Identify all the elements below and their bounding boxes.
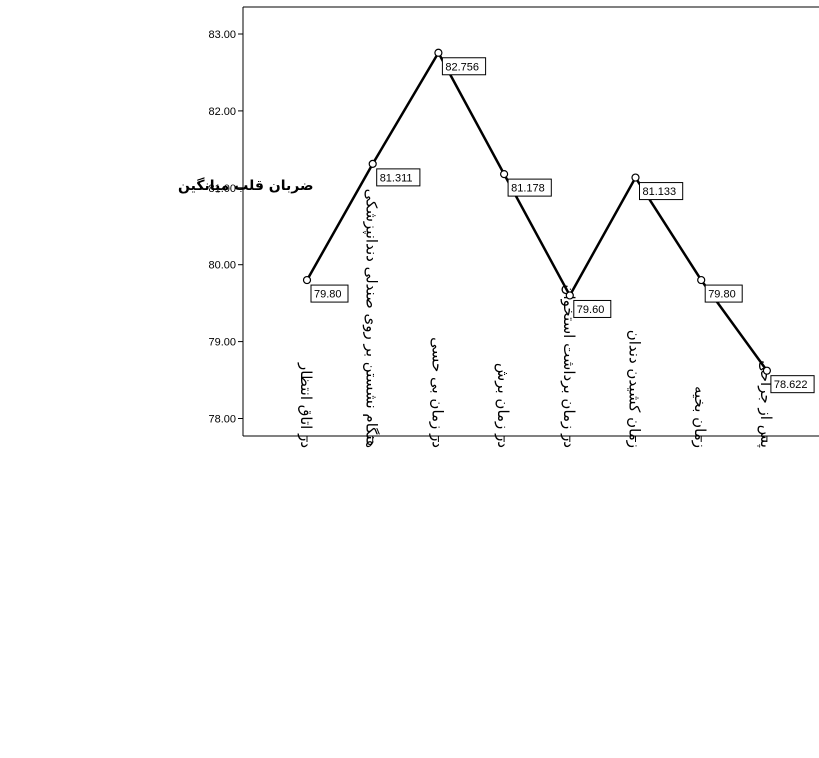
data-label-box [704, 284, 743, 303]
data-label-text: 81.311 [380, 172, 413, 184]
y-ticks: 78.00 79.00 80.00 81.00 82.00 83.00 [208, 29, 243, 426]
y-tick-label: 80.00 [208, 260, 236, 272]
data-label-text: 82.756 [445, 61, 479, 73]
y-tick-label: 81.00 [208, 183, 236, 195]
y-tick-label: 83.00 [208, 29, 236, 41]
x-tick-label: در زمان برداشت استخوان [560, 284, 578, 448]
y-tick-label: 78.00 [208, 414, 236, 426]
data-point [565, 291, 574, 300]
data-label-box [441, 57, 487, 76]
data-label-text: 79.80 [708, 289, 736, 301]
x-ticks: در اتاق انتظار هنگام نشستن بر روی صندلی د… [297, 189, 775, 449]
data-label: 81.311 [376, 168, 421, 187]
data-label: 78.622 [770, 375, 815, 394]
data-label-box [573, 299, 612, 318]
y-tick-label: 79.00 [208, 337, 236, 349]
data-label-box [639, 182, 684, 201]
x-tick-label: هنگام نشستن بر روی صندلی دندانپزشکی [362, 189, 381, 449]
data-point [434, 48, 443, 57]
data-label-box [376, 168, 421, 187]
x-tick-label: زمان بخیه [691, 386, 709, 448]
data-labels: 79.80 81.311 82.756 81.178 79.60 81.133 79.80 7… [310, 57, 815, 394]
x-tick-label: در زمان برش [494, 363, 512, 448]
data-label-text: 79.80 [314, 289, 342, 301]
x-tick-label: زمان کشیدن دندان [626, 330, 644, 448]
data-point [762, 366, 772, 375]
axes [242, 6, 819, 437]
data-point [302, 275, 312, 285]
data-label-box [507, 178, 552, 197]
data-point [368, 159, 377, 168]
data-label-text: 81.178 [511, 183, 545, 195]
data-point [631, 173, 640, 182]
data-label-box [310, 284, 349, 303]
data-label-box [770, 375, 815, 394]
data-label: 81.133 [639, 182, 684, 201]
data-label-text: 79.60 [577, 304, 605, 316]
data-label: 79.60 [573, 299, 612, 318]
x-tick-label: در زمان بی حسی [428, 337, 446, 448]
data-label: 82.756 [441, 57, 487, 76]
data-label: 79.80 [310, 284, 349, 303]
series [302, 48, 772, 375]
data-label: 79.80 [704, 284, 743, 303]
y-tick-label: 82.00 [208, 106, 236, 118]
series-line [305, 51, 768, 372]
x-tick-label: در اتاق انتظار [297, 362, 315, 448]
data-label-text: 78.622 [774, 379, 808, 391]
data-point [697, 275, 706, 285]
data-point [500, 170, 509, 179]
x-tick-label: پس از جراحی [756, 360, 775, 448]
y-axis-label: ضربان قلب میانگین [178, 178, 314, 194]
data-label: 81.178 [507, 178, 552, 197]
data-label-text: 81.133 [643, 186, 677, 198]
